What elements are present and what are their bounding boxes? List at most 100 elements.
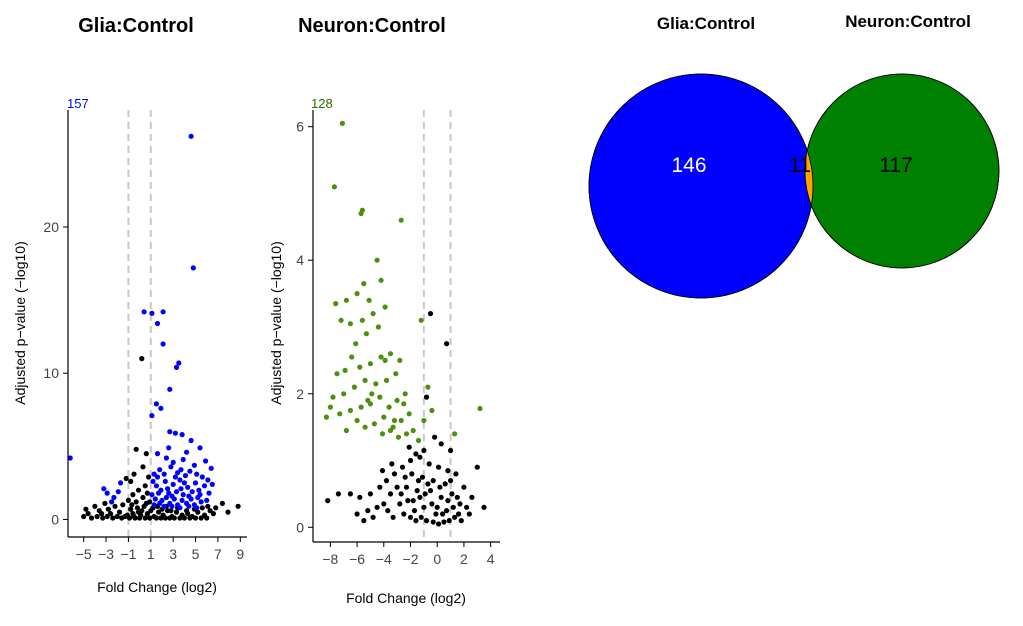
glia-sig-point [156, 490, 162, 496]
neuron-sig-point [343, 427, 349, 434]
glia-nonsig-point [85, 510, 91, 517]
neuron-y-tick-label: 6 [296, 119, 304, 135]
neuron-nonsig-point [422, 491, 428, 497]
glia-nonsig-point [225, 509, 231, 515]
neuron-y-tick-label: 0 [296, 519, 304, 535]
neuron-nonsig-point [437, 484, 443, 490]
glia-sig-point [178, 467, 184, 473]
neuron-sig-point [421, 417, 427, 424]
neuron-nonsig-point [407, 514, 414, 520]
venn-glia-circle [588, 73, 814, 299]
glia-nonsig-point [88, 515, 95, 521]
glia-nonsig-point [171, 515, 177, 521]
neuron-sig-point [339, 120, 345, 126]
neuron-sig-point [394, 397, 400, 403]
glia-sig-point [196, 487, 202, 493]
neuron-sig-point [330, 394, 336, 400]
glia-sig-point [176, 360, 182, 366]
neuron-nonsig-point [425, 481, 431, 487]
neuron-x-tick-label: −6 [349, 551, 365, 567]
neuron-nonsig-point [398, 491, 404, 497]
glia-sig-point [179, 497, 185, 503]
neuron-nonsig-point [414, 488, 420, 494]
glia-sig-point [186, 493, 192, 499]
neuron-sig-point [377, 394, 383, 400]
venn-neuron-title: Neuron:Control [845, 12, 971, 31]
glia-nonsig-point [131, 471, 137, 477]
glia-sig-point [192, 480, 199, 486]
glia-sig-point [149, 413, 155, 419]
glia-sig-point [161, 471, 167, 477]
neuron-sig-point [357, 364, 363, 370]
glia-sig-point [166, 445, 172, 451]
venn-neuron-outline [804, 73, 1000, 269]
glia-sig-point [177, 505, 183, 511]
glia-sig-point [209, 481, 215, 487]
neuron-nonsig-point [448, 478, 454, 484]
neuron-sig-point [349, 354, 355, 360]
neuron-nonsig-point [433, 511, 439, 517]
glia-nonsig-point [137, 515, 143, 521]
neuron-sig-point [370, 311, 376, 317]
neuron-volcano-panel: Neuron:Control 128 −8 −6 −4 −2 0 2 4 0 2 4 6 Fold… [268, 15, 500, 606]
glia-sig-point [111, 494, 117, 501]
glia-nonsig-point [140, 494, 146, 501]
neuron-nonsig-point [387, 491, 394, 497]
glia-sig-point [152, 496, 158, 502]
neuron-sig-point [373, 381, 379, 387]
neuron-sig-point [347, 407, 353, 414]
neuron-sig-point [410, 427, 416, 434]
neuron-nonsig-point [365, 508, 371, 514]
neuron-nonsig-point [444, 508, 450, 514]
glia-nonsig-point [198, 515, 204, 521]
glia-sig-point [197, 445, 203, 451]
glia-nonsig-point [195, 509, 201, 515]
glia-nonsig-point [162, 515, 168, 521]
glia-y-axis-label: Adjusted p−value (−log10) [12, 241, 28, 404]
neuron-nonsig-point [453, 471, 459, 477]
glia-sig-point [189, 489, 195, 495]
neuron-y-tick-label: 4 [296, 252, 304, 268]
glia-nonsig-point [158, 515, 164, 521]
glia-nonsig-point [126, 515, 133, 521]
glia-sig-point [178, 486, 184, 492]
glia-sig-point [160, 341, 166, 347]
glia-nonsig-point [114, 513, 120, 520]
glia-sig-point [168, 464, 174, 470]
neuron-nonsig-point [421, 504, 427, 510]
glia-sig-point [194, 505, 200, 511]
glia-y-tick-label: 20 [43, 219, 59, 235]
glia-nonsig-point [181, 515, 187, 521]
glia-y-ticks: 0 10 20 [43, 219, 68, 527]
glia-sig-point [163, 455, 169, 461]
neuron-sig-point [391, 417, 398, 424]
neuron-nonsig-point [445, 468, 451, 474]
neuron-nonsig-point [421, 447, 427, 454]
neuron-y-ticks: 0 2 4 6 [296, 119, 313, 535]
glia-nonsig-point [204, 515, 210, 521]
neuron-nonsig-point [423, 518, 430, 524]
neuron-nonsig-point [410, 498, 416, 504]
neuron-nonsig-point [417, 494, 423, 500]
venn-glia-title: Glia:Control [657, 14, 755, 33]
glia-sig-point [104, 490, 110, 496]
neuron-sig-point [358, 210, 364, 217]
glia-nonsig-point [94, 513, 100, 520]
glia-sig-point [169, 503, 175, 509]
glia-nonsig-point [125, 497, 131, 503]
neuron-nonsig-point [474, 464, 480, 470]
neuron-sig-point [374, 257, 380, 263]
neuron-sig-point [365, 397, 371, 403]
venn-neuron-only-count: 117 [879, 154, 912, 177]
glia-sig-point [172, 474, 178, 480]
glia-nonsig-point [192, 515, 199, 521]
glia-x-tick-label: 5 [192, 546, 200, 562]
glia-sig-point [149, 310, 155, 316]
neuron-nonsig-point [448, 447, 454, 454]
neuron-sig-point [386, 404, 392, 410]
glia-sig-point [180, 456, 186, 463]
neuron-nonsig-point [458, 518, 464, 524]
glia-sig-point [177, 477, 183, 483]
glia-sig-point [205, 477, 211, 483]
neuron-sig-point [323, 414, 329, 420]
